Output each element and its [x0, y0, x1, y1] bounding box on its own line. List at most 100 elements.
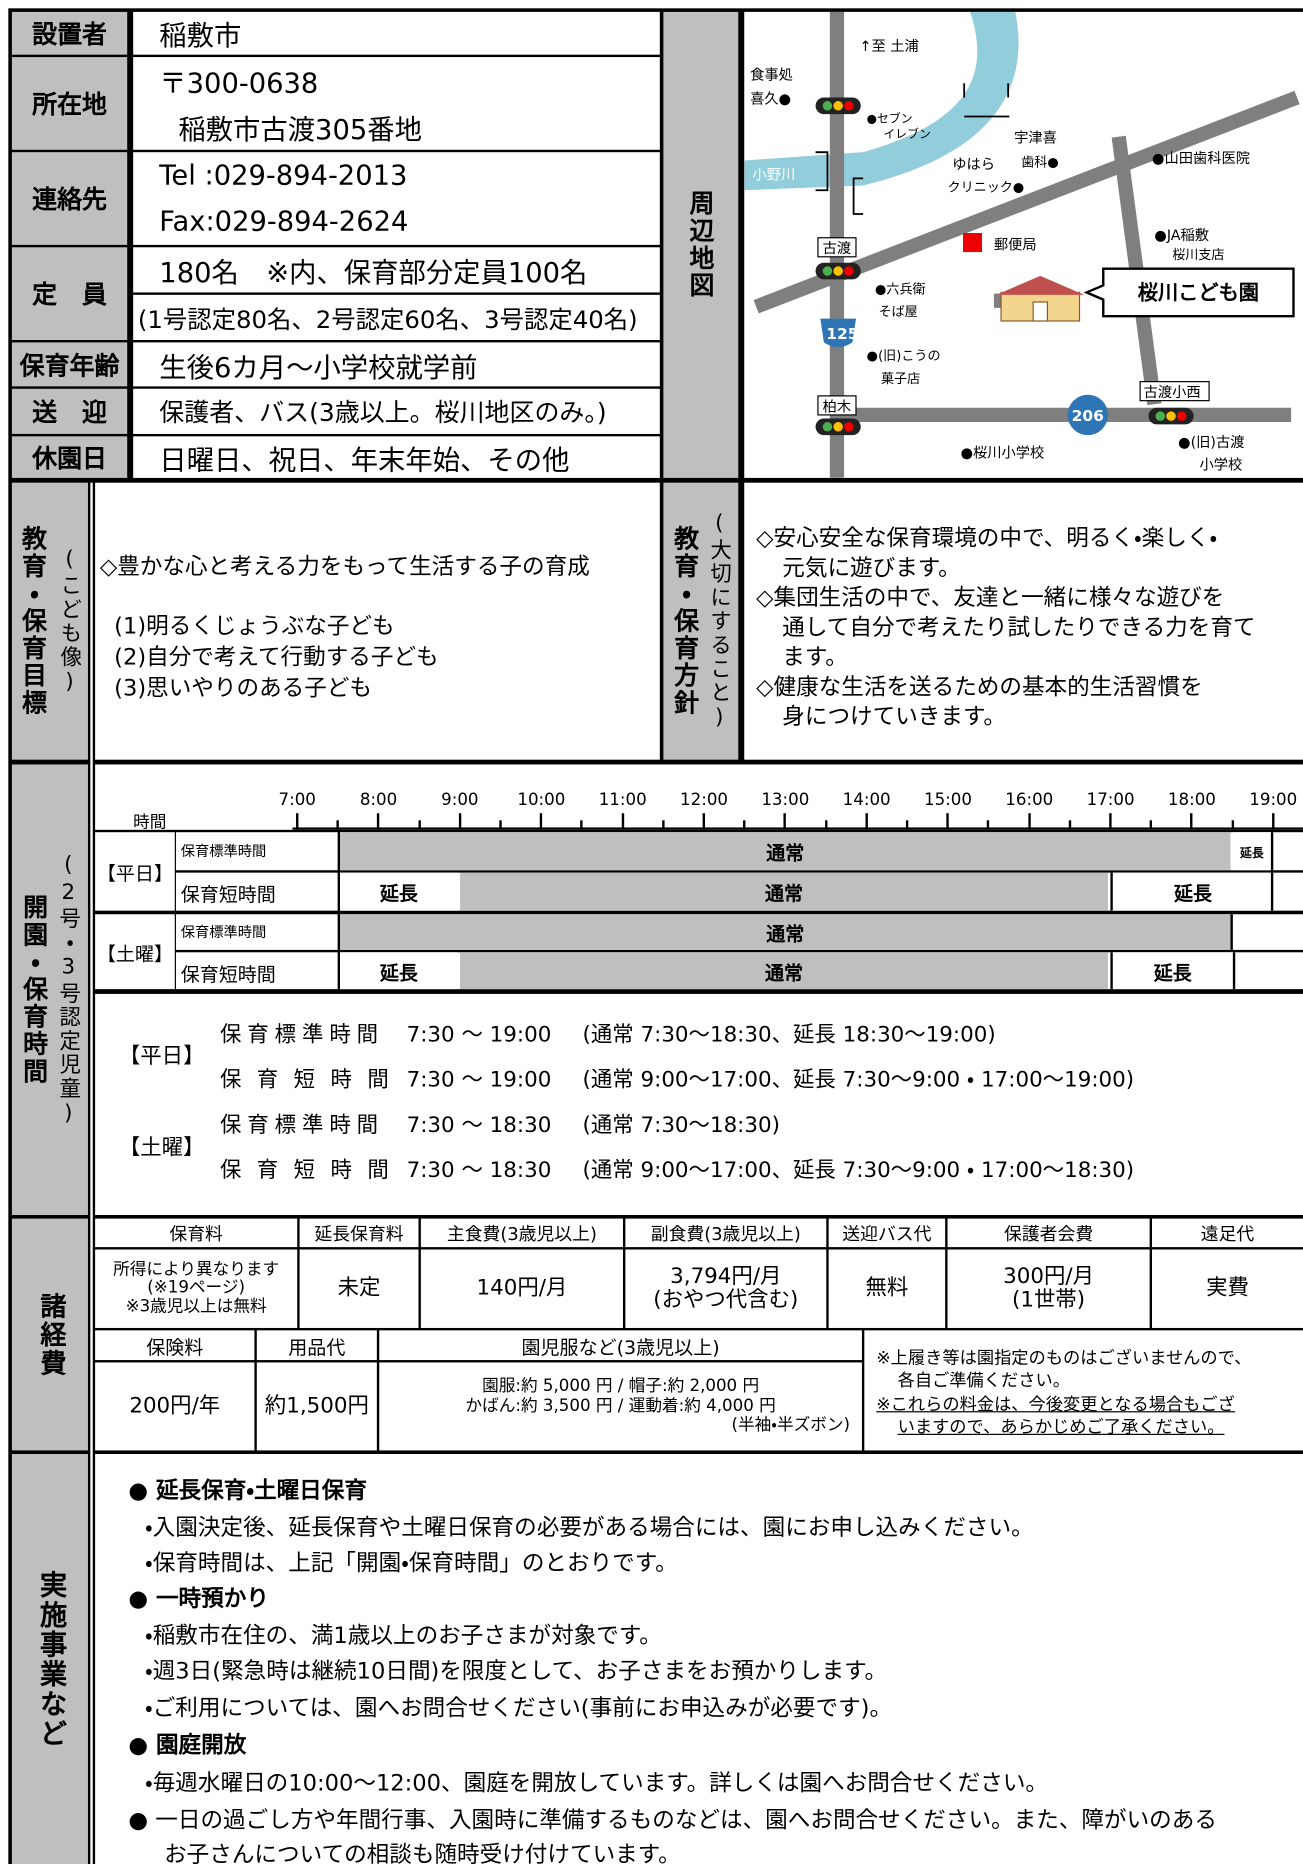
text: ます。 [782, 644, 848, 671]
text: 180名 ※内、保育部分定員100名 [159, 257, 588, 289]
text: 保育短時間 [219, 1067, 405, 1093]
shape [1166, 411, 1176, 421]
text: 7:30 ～ 19:00 [406, 1067, 552, 1093]
text: ◇安心安全な保育環境の中で、明るく・楽しく・ [756, 525, 1218, 552]
text: 延長 [1110, 952, 1236, 990]
signal-box [817, 237, 857, 258]
text: (通常 7:30～18:30) [582, 1112, 780, 1138]
text: 7:30 ～ 19:00 [406, 1022, 552, 1048]
shape [844, 266, 854, 276]
table-header: 保護者会費 [947, 1218, 1150, 1248]
cell-text: (おやつ代含む) [653, 1287, 799, 1313]
cell: 周辺地図 [663, 11, 739, 478]
text: (通常 9:00～17:00、延長 7:30～9:00 ・ 17:00～18:3… [582, 1157, 1135, 1183]
cell: 時間 7:00 8:00 9:00 10:00 11:00 12:00 13:00 14:00… [95, 764, 1303, 830]
cell-text: 140円/月 [476, 1275, 568, 1301]
hour-label: 9:00 [441, 790, 479, 810]
cell: 開園・保育時間 (2号・3号認定児童) [11, 764, 88, 1216]
text: 古渡小西 [1144, 384, 1201, 401]
tick [743, 820, 746, 830]
cell: 〒300-0638 稲敷市古渡305番地 [133, 57, 660, 150]
text: 歯科● [1021, 155, 1059, 170]
cell-text: (1世帯) [1012, 1287, 1086, 1313]
route-shield [820, 318, 856, 348]
text: 桜川こども園 [1138, 281, 1259, 305]
text: 郵便局 [994, 237, 1037, 254]
table-cell: 140円/月 [420, 1249, 623, 1328]
cell: 【平日】 【土曜】 保育標準時間 保育短時間 保育標準時間 保育短時間 7:30… [95, 993, 1303, 1216]
tick [824, 820, 827, 830]
hour-label: 8:00 [359, 790, 398, 810]
cell: ◇豊かな心と考える力をもって生活する子の育成 (1)明るくじょうぶな子ども (2… [95, 482, 660, 760]
shape [815, 262, 861, 280]
text: 元気に遊びます。 [782, 555, 961, 582]
cell: ◇安心安全な保育環境の中で、明るく・楽しく・ 元気に遊びます。 ◇集団生活の中で… [744, 482, 1303, 760]
text: 食事処 [750, 67, 793, 84]
tick [1027, 813, 1031, 830]
cell-text: 3,794円/月 [670, 1264, 782, 1289]
cell-text: 約1,500円 [264, 1393, 369, 1419]
table-header: 用品代 [256, 1330, 377, 1361]
timeline-row: 延長 通常 延長 [340, 872, 1303, 911]
tick [1109, 813, 1112, 830]
table-cell: 200円/年 [95, 1362, 255, 1451]
cell: 諸経費 [11, 1218, 88, 1451]
table-cell: 実費 [1152, 1249, 1303, 1328]
text: 時間 [133, 813, 167, 830]
text: 小野川 [753, 167, 796, 184]
text: 開園・保育時間 [20, 894, 49, 1086]
text: 諸経費 [35, 1291, 66, 1378]
text: ↑至 土浦 [860, 38, 919, 55]
tick [1190, 813, 1193, 830]
text: 柏木 [823, 398, 852, 415]
tick [946, 813, 949, 830]
text: 延長 [1232, 832, 1271, 871]
hour-label: 15:00 [923, 790, 972, 810]
text: 【土曜】 [118, 1135, 205, 1161]
text: 稲敷市 [159, 21, 242, 53]
text: ※これらの料金は、今後変更となる場合もござ [876, 1395, 1235, 1415]
text: 教育・保育目標 [19, 525, 48, 717]
text: 生後6カ月～小学校就学前 [159, 352, 478, 384]
axis-line [292, 827, 1303, 830]
text: 保育標準時間 [180, 923, 267, 941]
text: (大切にすること) [706, 510, 732, 732]
shape [852, 177, 864, 215]
post-icon [962, 233, 983, 253]
text: ◇集団生活の中で、友達と一緒に様々な遊びを [756, 584, 1225, 612]
tick [377, 813, 380, 830]
cell-text: 未定 [337, 1275, 381, 1301]
cell: ※上履き等は園指定のものはございませんので、 各自ご準備ください。 ※これらの料… [864, 1330, 1303, 1451]
text: 通常 [460, 872, 1109, 911]
divider [1270, 832, 1274, 871]
tick [661, 820, 665, 830]
shape [822, 266, 833, 276]
text: ◇豊かな心と考える力をもって生活する子の育成 [99, 554, 590, 581]
cell-text: ※3歳児以上は無料 [125, 1296, 267, 1316]
table-header: 送迎バス代 [828, 1218, 946, 1248]
table-cell: 園服:約 5,000 円 / 帽子:約 2,000 円かばん:約 3,500 円… [379, 1362, 862, 1451]
cell-text: 200円/年 [129, 1393, 221, 1419]
cell: 日曜日、祝日、年末年始、その他 [133, 436, 660, 478]
text: ・稲敷市在住の、満1歳以上のお子さまが対象です。 [145, 1622, 662, 1649]
cell-text: 園服:約 5,000 円 / 帽子:約 2,000 円 [482, 1376, 760, 1396]
shape [844, 101, 854, 111]
cell-text: 所得により異なります [113, 1260, 280, 1280]
cell: 教育・保育方針 (大切にすること) [663, 482, 739, 760]
text: イレブン [883, 127, 931, 141]
text: 延長 [340, 872, 458, 911]
tick [539, 813, 543, 830]
tick [987, 820, 990, 830]
tick [865, 813, 868, 830]
table-cell: 未定 [299, 1249, 419, 1328]
tick [783, 813, 787, 830]
text: 7:30 ～ 18:30 [406, 1157, 552, 1183]
timeline-row: 通常 [340, 914, 1303, 950]
table-header: 保険料 [95, 1330, 255, 1361]
text: 【土曜】 [95, 914, 175, 990]
text: ●(旧)古渡 [1178, 434, 1244, 451]
text: 通常 [340, 914, 1231, 950]
text: ● 一時預かり [128, 1585, 269, 1613]
